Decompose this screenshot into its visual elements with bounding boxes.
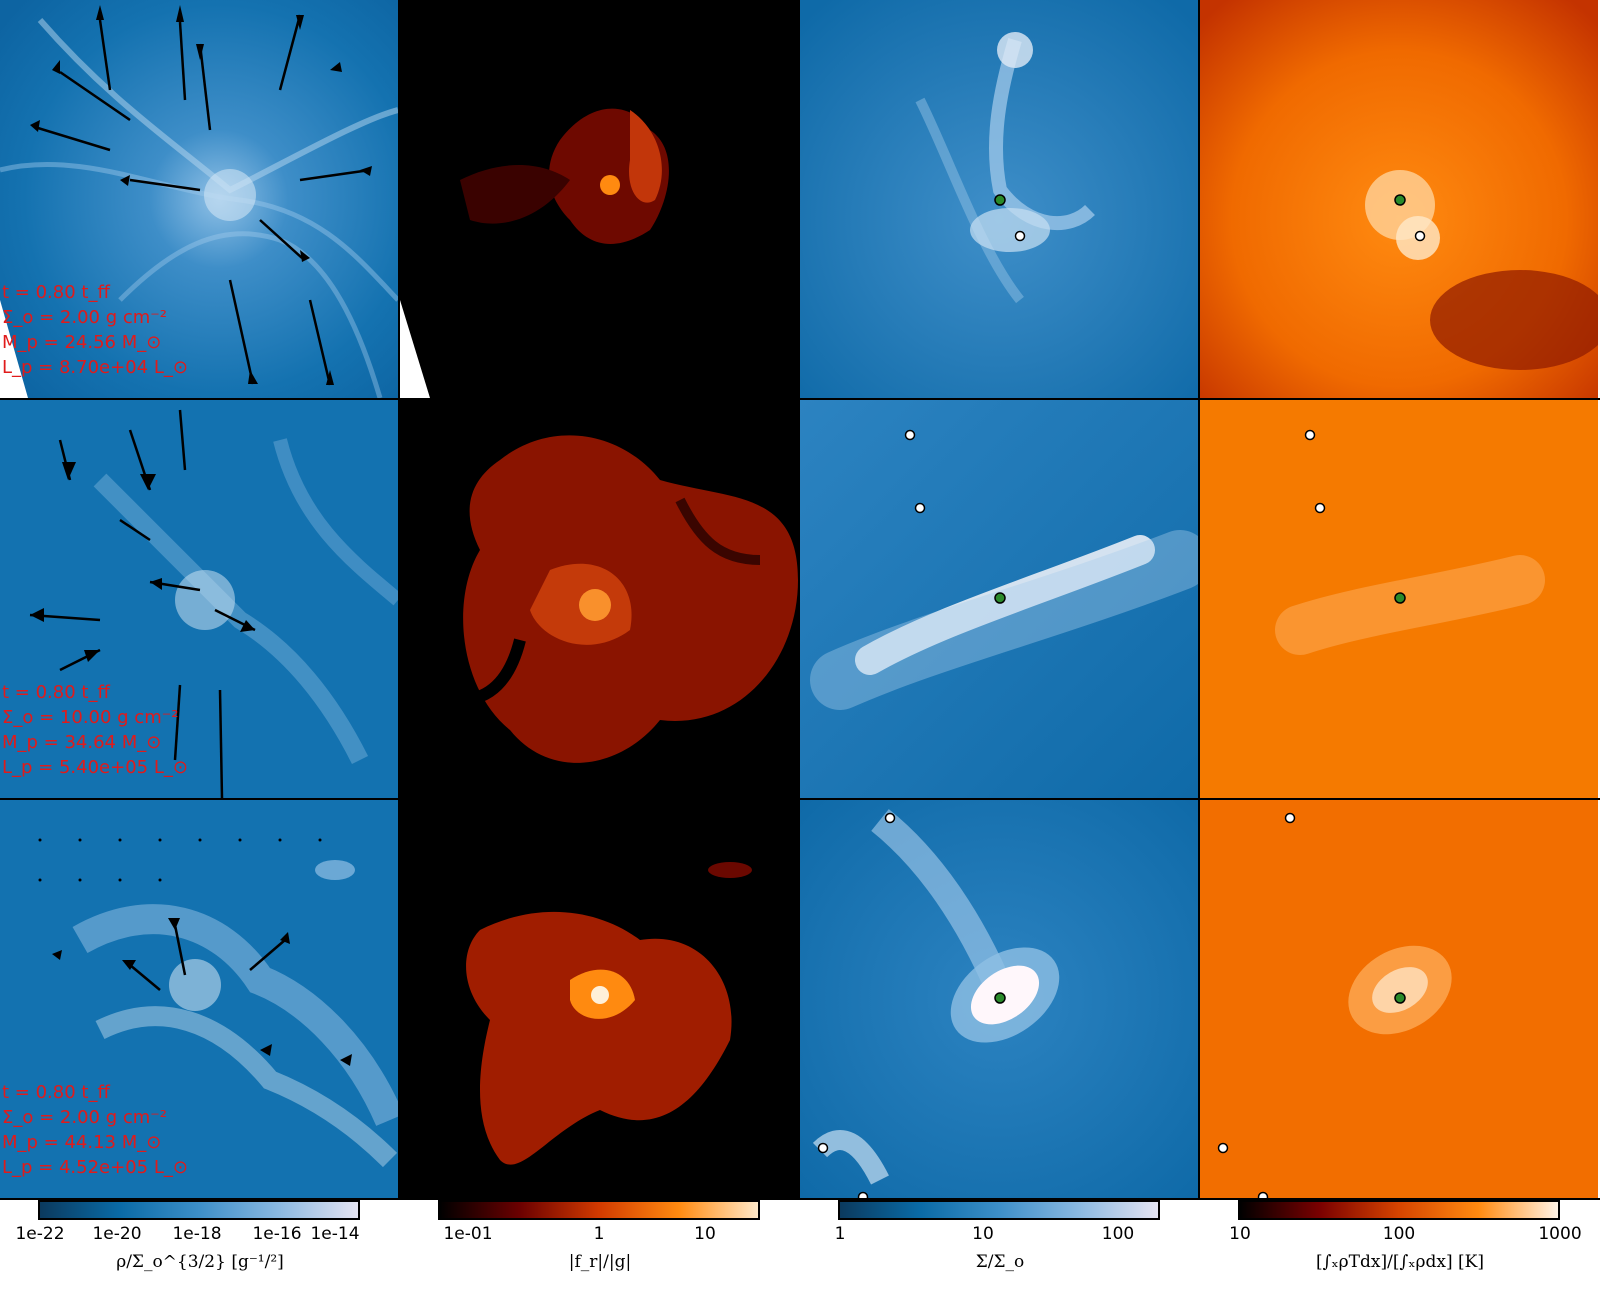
tick-label: 1e-16 (252, 1224, 302, 1244)
density-image-row2 (0, 400, 398, 798)
time-label: t = 0.80 t_ff (2, 682, 110, 703)
temperature-image-row2 (1200, 400, 1598, 798)
density-panel-row2: t = 0.80 t_ff Σ_o = 10.00 g cm⁻² M_p = 3… (0, 400, 398, 798)
force-panel-row2 (400, 400, 798, 798)
tick-label: 100 (1382, 1224, 1416, 1244)
force-panel-row1 (400, 0, 798, 398)
colorbar-gradient (38, 1200, 360, 1220)
luminosity-label: L_p = 8.70e+04 L_⊙ (2, 357, 188, 378)
mass-label: M_p = 34.64 M_⊙ (2, 732, 162, 753)
tick-label: 10 (972, 1224, 994, 1244)
temperature-colorbar: 10 100 1000 [∫ₓρTdx]/[∫ₓρdx] [K] (1200, 1200, 1600, 1300)
column-density-image-row2 (800, 400, 1198, 798)
primary-star-marker (994, 194, 1006, 206)
force-image-row3 (400, 800, 798, 1198)
luminosity-label: L_p = 5.40e+05 L_⊙ (2, 757, 188, 778)
column-density-panel-row3 (800, 800, 1198, 1198)
tick-label: 1 (593, 1224, 605, 1244)
colorbar-gradient (438, 1200, 760, 1220)
mass-label: M_p = 24.56 M_⊙ (2, 332, 162, 353)
column-density-panel-row1 (800, 0, 1198, 398)
temperature-panel-row1 (1200, 0, 1598, 398)
colorbar-gradient (1238, 1200, 1560, 1220)
panel-grid: t = 0.80 t_ff Σ_o = 2.00 g cm⁻² M_p = 24… (0, 0, 1600, 1200)
tick-label: 1e-22 (15, 1224, 65, 1244)
density-panel-row3: t = 0.80 t_ff Σ_o = 2.00 g cm⁻² M_p = 44… (0, 800, 398, 1198)
column-density-colorbar: 1 10 100 Σ/Σ_o (800, 1200, 1200, 1300)
tick-label: 10 (1229, 1224, 1251, 1244)
force-ratio-colorbar: 1e-01 1 10 |f_r|/|g| (400, 1200, 800, 1300)
tick-label: 1e-18 (172, 1224, 222, 1244)
force-image-row2 (400, 400, 798, 798)
density-panel-row1: t = 0.80 t_ff Σ_o = 2.00 g cm⁻² M_p = 24… (0, 0, 398, 398)
density-colorbar: 1e-22 1e-20 1e-18 1e-16 1e-14 ρ/Σ_o^{3/2… (0, 1200, 400, 1300)
temperature-panel-row2 (1200, 400, 1598, 798)
tick-label: 1 (834, 1224, 846, 1244)
simulation-info-row1: t = 0.80 t_ff Σ_o = 2.00 g cm⁻² M_p = 24… (2, 280, 188, 380)
force-panel-row3 (400, 800, 798, 1198)
surface-density-label: Σ_o = 2.00 g cm⁻² (2, 1107, 168, 1128)
surface-density-label: Σ_o = 10.00 g cm⁻² (2, 707, 179, 728)
tick-label: 100 (1101, 1224, 1135, 1244)
simulation-info-row3: t = 0.80 t_ff Σ_o = 2.00 g cm⁻² M_p = 44… (2, 1080, 188, 1180)
colorbar-label: Σ/Σ_o (975, 1252, 1025, 1272)
time-label: t = 0.80 t_ff (2, 1082, 110, 1103)
temperature-image-row1 (1200, 0, 1598, 398)
mass-label: M_p = 44.13 M_⊙ (2, 1132, 162, 1153)
simulation-info-row2: t = 0.80 t_ff Σ_o = 10.00 g cm⁻² M_p = 3… (2, 680, 188, 780)
column-density-panel-row2 (800, 400, 1198, 798)
temperature-image-row3 (1200, 800, 1598, 1198)
secondary-star-marker (1014, 230, 1026, 242)
force-image-row1 (400, 0, 798, 398)
colorbar-label: [∫ₓρTdx]/[∫ₓρdx] [K] (1315, 1252, 1485, 1272)
tick-label: 10 (694, 1224, 716, 1244)
density-image-row1 (0, 0, 398, 398)
column-density-image-row3 (800, 800, 1198, 1198)
colorbar-gradient (838, 1200, 1160, 1220)
column-density-image-row1 (800, 0, 1198, 398)
colorbar-label: ρ/Σ_o^{3/2} [g⁻¹/²] (116, 1252, 284, 1272)
tick-label: 1e-14 (310, 1224, 360, 1244)
time-label: t = 0.80 t_ff (2, 282, 110, 303)
tick-label: 1000 (1538, 1224, 1582, 1244)
temperature-panel-row3 (1200, 800, 1598, 1198)
density-image-row3 (0, 800, 398, 1198)
tick-label: 1e-01 (443, 1224, 493, 1244)
colorbar-label: |f_r|/|g| (568, 1252, 632, 1272)
tick-label: 1e-20 (92, 1224, 142, 1244)
luminosity-label: L_p = 4.52e+05 L_⊙ (2, 1157, 188, 1178)
surface-density-label: Σ_o = 2.00 g cm⁻² (2, 307, 168, 328)
